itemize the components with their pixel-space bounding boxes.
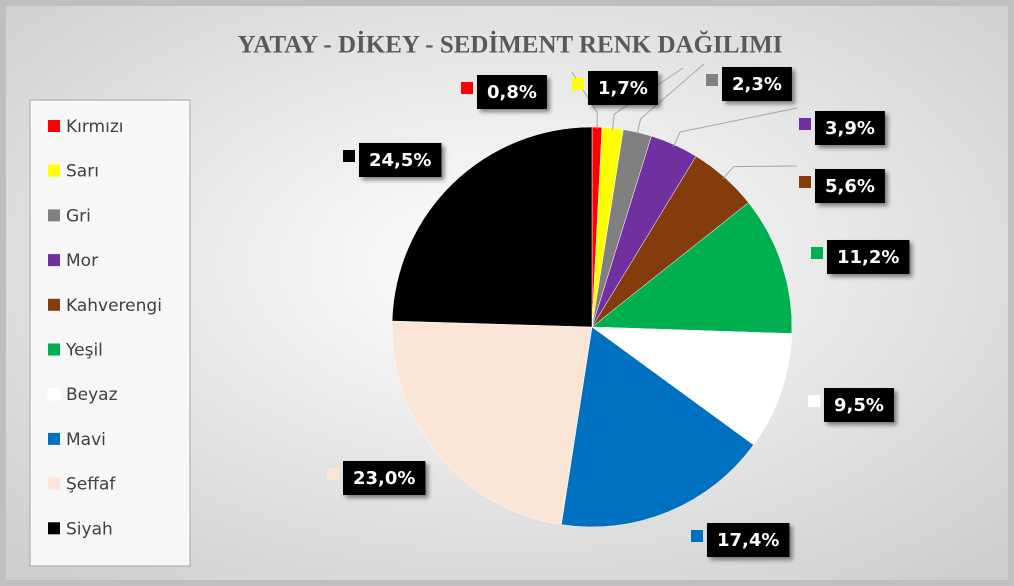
data-label: 9,5% [834,395,884,416]
legend-swatch [48,209,60,222]
pie-slice [391,320,593,525]
label-marker [572,78,584,90]
label-marker [461,82,473,94]
pie-slice [391,126,593,328]
legend-swatch [48,254,60,267]
legend-label: Sarı [66,162,99,182]
data-label: 0,8% [487,82,537,103]
label-box [722,67,792,101]
leader-line [612,67,684,131]
label-marker [706,74,718,86]
legend-swatch [48,477,60,490]
chart-title: YATAY - DİKEY - SEDİMENT RENK DAĞILIMI [238,30,783,59]
legend-swatch [48,298,60,311]
legend-label: Gri [66,206,91,226]
label-marker [799,176,811,188]
pie-slice [561,326,754,528]
label-box [707,523,790,557]
data-label: 23,0% [353,468,415,489]
label-box [827,240,910,274]
pie-slice [591,202,793,334]
label-box [588,71,658,105]
legend-label: Kahverengi [66,296,162,316]
label-box [815,169,885,203]
leader-line [722,165,798,179]
legend-label: Beyaz [66,385,118,405]
label-box [815,111,885,145]
legend-label: Mor [66,251,98,271]
data-label: 1,7% [598,78,648,99]
legend-label: Siyah [66,519,113,539]
label-box [477,75,547,109]
label-marker [691,530,703,542]
data-label: 24,5% [369,150,431,171]
legend-swatch [48,164,60,177]
label-marker [327,468,339,480]
legend-swatch [48,343,60,356]
legend-swatch [47,387,61,401]
label-marker [808,395,820,407]
data-label: 11,2% [837,247,899,268]
data-label: 17,4% [717,530,779,551]
legend-swatch [48,432,60,445]
label-marker [343,150,355,162]
legend-swatch [48,522,60,535]
data-label: 2,3% [732,74,782,95]
legend-label: Kırmızı [66,117,124,137]
leader-line [636,63,705,135]
label-box [343,461,426,495]
legend-label: Mavi [66,430,106,450]
label-marker [799,118,811,130]
legend-label: Şeffaf [66,475,116,495]
data-label: 3,9% [825,118,875,139]
data-label: 5,6% [825,176,875,197]
legend-swatch [48,120,60,132]
legend-label: Yeşil [65,341,103,361]
pie-slice [591,326,793,446]
label-box [359,143,442,177]
label-box [824,388,894,422]
leader-line [673,107,798,147]
label-marker [811,247,823,259]
